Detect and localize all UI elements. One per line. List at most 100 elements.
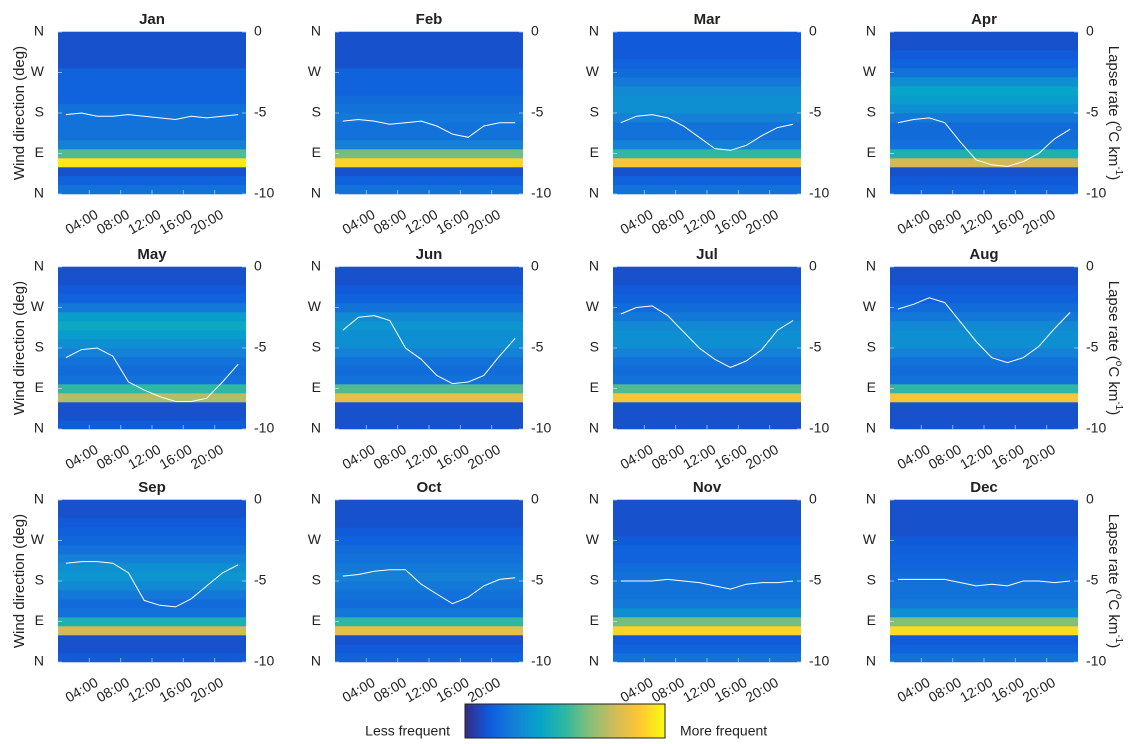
heat-cell — [335, 85, 523, 96]
heat-cell — [613, 130, 801, 141]
heat-cell — [613, 383, 801, 394]
heat-cell — [335, 517, 523, 528]
heat-cell — [613, 175, 801, 186]
y-tick-label: N — [311, 420, 321, 436]
heat-cell — [335, 139, 523, 150]
heat-cell — [58, 544, 246, 555]
panel-title: Dec — [970, 479, 998, 496]
y2-tick-label: 0 — [531, 491, 539, 507]
heat-cell — [335, 103, 523, 114]
y-tick-label: W — [31, 531, 45, 547]
y-tick-label: W — [586, 531, 600, 547]
heat-cell — [335, 652, 523, 663]
x-tick-label: 20:00 — [743, 206, 782, 237]
heat-cell — [335, 184, 523, 195]
heat-cell — [58, 338, 246, 349]
heat-cell — [613, 329, 801, 340]
lapse-rate-line — [620, 305, 794, 368]
x-tick-label: 20:00 — [1020, 206, 1059, 237]
heat-cell — [613, 58, 801, 69]
y-tick-label: S — [590, 572, 599, 588]
y2-tick-label: 0 — [254, 258, 262, 274]
heat-cell — [613, 562, 801, 573]
heat-cell — [613, 544, 801, 555]
heat-cell — [335, 67, 523, 78]
heat-cell — [58, 607, 246, 618]
y-tick-label: S — [590, 339, 599, 355]
heat-cell — [613, 94, 801, 105]
heat-cell — [335, 365, 523, 376]
y-tick-label: N — [34, 258, 44, 274]
heat-cell — [613, 76, 801, 87]
heat-cell — [613, 571, 801, 582]
heat-cell — [335, 356, 523, 367]
heat-cell — [58, 85, 246, 96]
heat-cell — [890, 508, 1078, 519]
y2-tick-label: 0 — [809, 491, 817, 507]
y-tick-label: N — [311, 491, 321, 507]
heat-cell — [890, 356, 1078, 367]
heat-cell — [58, 329, 246, 340]
y-tick-label: N — [34, 420, 44, 436]
heat-cell — [58, 598, 246, 609]
heat-cell — [58, 166, 246, 177]
y2-tick-label: 0 — [254, 23, 262, 39]
heat-cell — [58, 410, 246, 421]
heat-cell — [335, 293, 523, 304]
heat-cell — [335, 166, 523, 177]
y2-axis-label: Lapse rate (oC km-1) — [1105, 46, 1124, 181]
heat-cell — [613, 103, 801, 114]
y-tick-label: E — [867, 144, 876, 160]
y2-tick-label: -10 — [531, 653, 551, 669]
heat-cell — [613, 526, 801, 537]
heat-cell — [335, 76, 523, 87]
heat-cell — [335, 284, 523, 295]
panel-title: Sep — [138, 479, 166, 496]
heat-cell — [58, 157, 246, 168]
heat-cell — [335, 589, 523, 600]
heat-cell — [613, 356, 801, 367]
x-tick-label: 20:00 — [1020, 674, 1059, 705]
y-tick-label: W — [308, 531, 322, 547]
y2-tick-label: -5 — [809, 104, 822, 120]
heat-cell — [335, 130, 523, 141]
heat-cell — [890, 94, 1078, 105]
lapse-rate-line — [342, 315, 516, 385]
heat-cell — [58, 284, 246, 295]
heat-cell — [335, 580, 523, 591]
heat-cell — [335, 302, 523, 313]
lapse-rate-line — [620, 114, 794, 151]
heat-cell — [613, 275, 801, 286]
heat-cell — [890, 166, 1078, 177]
heat-cell — [58, 320, 246, 331]
heat-cell — [58, 553, 246, 564]
heat-cell — [335, 535, 523, 546]
y2-tick-label: 0 — [1086, 491, 1094, 507]
heat-cell — [58, 67, 246, 78]
heat-cell — [335, 148, 523, 159]
y2-tick-label: 0 — [531, 258, 539, 274]
heat-cell — [890, 517, 1078, 528]
heat-cell — [335, 266, 523, 277]
y2-tick-label: 0 — [1086, 23, 1094, 39]
y2-tick-label: 0 — [809, 23, 817, 39]
y-tick-label: N — [866, 185, 876, 201]
heat-cell — [58, 356, 246, 367]
heat-cell — [890, 112, 1078, 123]
heat-cell — [613, 121, 801, 132]
heat-cell — [613, 85, 801, 96]
heat-cell — [335, 175, 523, 186]
panel-title: Nov — [693, 479, 722, 496]
heat-cell — [335, 275, 523, 286]
heat-cell — [890, 266, 1078, 277]
heat-cell — [335, 571, 523, 582]
heat-cell — [335, 598, 523, 609]
heat-cell — [890, 58, 1078, 69]
panel-title: Jul — [696, 246, 718, 263]
heat-cell — [890, 85, 1078, 96]
heat-cell — [613, 157, 801, 168]
heat-cell — [890, 419, 1078, 430]
y2-tick-label: -10 — [809, 185, 829, 201]
heat-cell — [890, 499, 1078, 510]
